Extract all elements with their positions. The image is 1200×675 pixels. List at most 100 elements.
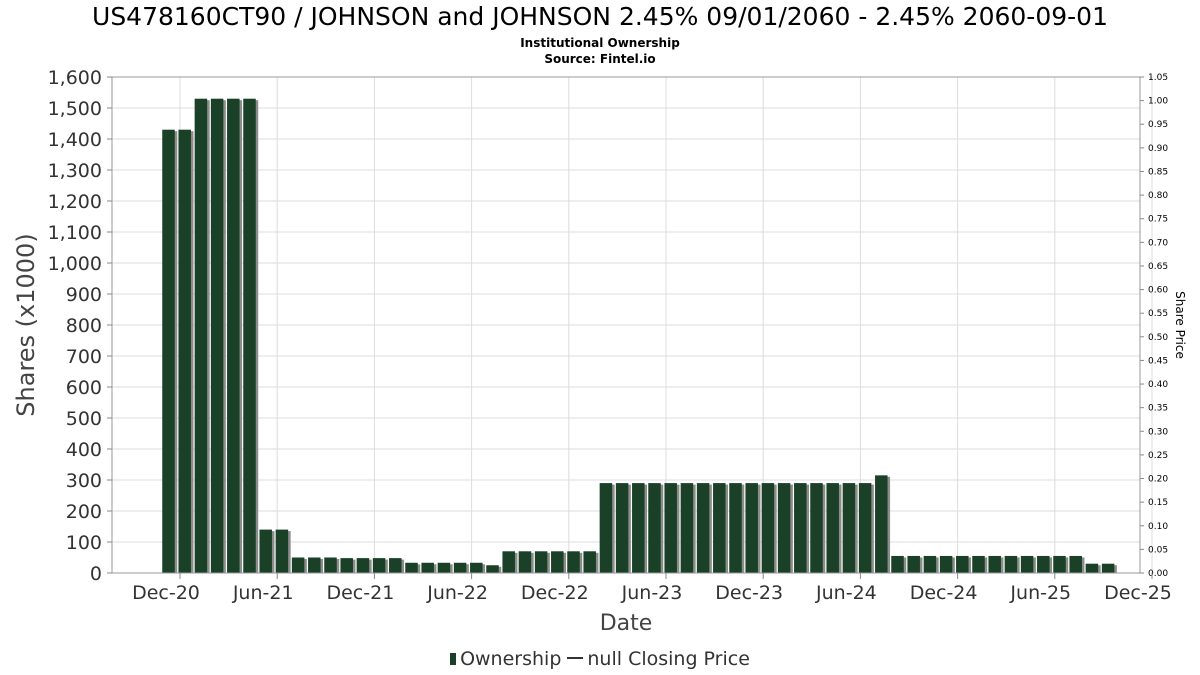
ownership-bar <box>470 562 483 573</box>
x-tick-label: Jun-22 <box>426 582 488 604</box>
ownership-bar <box>1085 563 1099 573</box>
y-tick-label: 200 <box>66 501 102 523</box>
y2-tick-label: 0.30 <box>1148 427 1168 437</box>
ownership-bar <box>259 529 272 573</box>
ownership-swatch-icon <box>450 653 457 665</box>
x-tick-label: Jun-23 <box>621 582 683 604</box>
ownership-bar <box>664 483 677 573</box>
ownership-bar <box>1037 555 1050 573</box>
y2-axis-label: Share Price <box>1173 291 1187 359</box>
x-tick-label: Dec-20 <box>132 582 200 604</box>
ownership-bar <box>405 562 418 573</box>
legend-ownership-label: Ownership <box>460 648 562 670</box>
y-tick-label: 1,600 <box>48 67 102 89</box>
y-tick-label: 1,500 <box>48 98 102 120</box>
y2-tick-label: 0.00 <box>1148 569 1168 579</box>
x-tick-label: Jun-21 <box>232 582 294 604</box>
ownership-bar <box>437 562 451 573</box>
y2-tick-label: 1.00 <box>1148 97 1168 107</box>
ownership-bar <box>988 555 1001 573</box>
x-tick-label: Dec-23 <box>715 582 783 604</box>
ownership-bar <box>243 98 256 573</box>
y-tick-label: 1,100 <box>48 222 102 244</box>
ownership-bar <box>648 483 661 573</box>
x-tick-label: Dec-25 <box>1104 582 1172 604</box>
ownership-bar <box>810 483 823 573</box>
ownership-bar <box>518 551 532 573</box>
x-tick-label: Dec-21 <box>326 582 394 604</box>
ownership-bar <box>227 98 240 573</box>
y2-tick-label: 0.45 <box>1148 356 1168 366</box>
ownership-bar <box>178 129 191 573</box>
ownership-bar <box>1020 555 1034 573</box>
y2-tick-label: 0.95 <box>1148 120 1168 130</box>
ownership-bar <box>421 562 434 573</box>
x-tick-label: Jun-25 <box>1009 582 1071 604</box>
y2-tick-label: 0.20 <box>1148 475 1168 485</box>
ownership-bar <box>680 483 694 573</box>
ownership-bar <box>453 562 467 573</box>
x-tick-label: Jun-24 <box>815 582 877 604</box>
ownership-bar <box>599 483 613 573</box>
ownership-bar <box>210 98 224 573</box>
axes: 0 100 200 300 400 500 600 700 800 900 1,000 1,100 1,… <box>48 67 1172 604</box>
ownership-bar <box>907 555 920 573</box>
y-tick-label: 1,000 <box>48 253 102 275</box>
y-tick-label: 600 <box>66 377 102 399</box>
ownership-bar <box>372 558 386 573</box>
ownership-bar <box>923 555 937 573</box>
ownership-bar <box>972 555 985 573</box>
y2-tick-label: 0.55 <box>1148 309 1168 319</box>
x-tick-label: Dec-22 <box>521 582 589 604</box>
ownership-bar <box>1004 555 1018 573</box>
y-tick-label: 900 <box>66 284 102 306</box>
y-tick-label: 100 <box>66 532 102 554</box>
ownership-bar <box>389 558 402 573</box>
y-tick-label: 800 <box>66 315 102 337</box>
chart-title: US478160CT90 / JOHNSON and JOHNSON 2.45%… <box>92 2 1108 31</box>
ownership-bar <box>567 551 580 573</box>
legend-price-label: null Closing Price <box>587 648 750 670</box>
ownership-bar <box>794 483 807 573</box>
ownership-bar <box>1101 563 1115 573</box>
ownership-bar <box>486 565 499 573</box>
y-tick-label: 1,200 <box>48 191 102 213</box>
ownership-bar <box>842 483 856 573</box>
ownership-bar <box>826 483 839 573</box>
ownership-bar <box>696 483 710 573</box>
ownership-bar <box>162 129 175 573</box>
y2-tick-label: 0.05 <box>1148 545 1168 555</box>
y-tick-label: 1,400 <box>48 129 102 151</box>
y2-tick-label: 0.25 <box>1148 451 1168 461</box>
ownership-bar <box>1053 555 1066 573</box>
x-tick-label: Dec-24 <box>910 582 978 604</box>
chart-subtitle: Institutional Ownership <box>520 36 680 50</box>
ownership-bar <box>583 551 596 573</box>
y2-tick-label: 0.70 <box>1148 238 1168 248</box>
ownership-bar <box>761 483 775 573</box>
y2-tick-label: 0.35 <box>1148 404 1168 414</box>
y2-tick-label: 0.85 <box>1148 167 1168 177</box>
ownership-bar <box>615 483 629 573</box>
ownership-bar <box>502 551 515 573</box>
y2-tick-label: 0.65 <box>1148 262 1168 272</box>
ownership-bar <box>551 551 564 573</box>
y-tick-label: 700 <box>66 346 102 368</box>
price-line-swatch-icon <box>567 657 584 659</box>
y-tick-label: 500 <box>66 408 102 430</box>
y2-tick-label: 1.05 <box>1148 73 1168 83</box>
y2-tick-label: 0.15 <box>1148 498 1168 508</box>
y2-tick-label: 0.75 <box>1148 215 1168 225</box>
y-tick-label: 1,300 <box>48 160 102 182</box>
y2-tick-label: 0.80 <box>1148 191 1168 201</box>
ownership-bar <box>632 483 645 573</box>
ownership-bar <box>291 557 305 573</box>
grid-lines <box>112 76 1153 574</box>
ownership-bar <box>777 483 791 573</box>
ownership-bars <box>162 98 1117 573</box>
ownership-bar <box>340 558 353 573</box>
ownership-bar <box>956 555 969 573</box>
ownership-bar <box>324 557 337 573</box>
ownership-bar <box>939 555 953 573</box>
ownership-bar <box>534 551 548 573</box>
